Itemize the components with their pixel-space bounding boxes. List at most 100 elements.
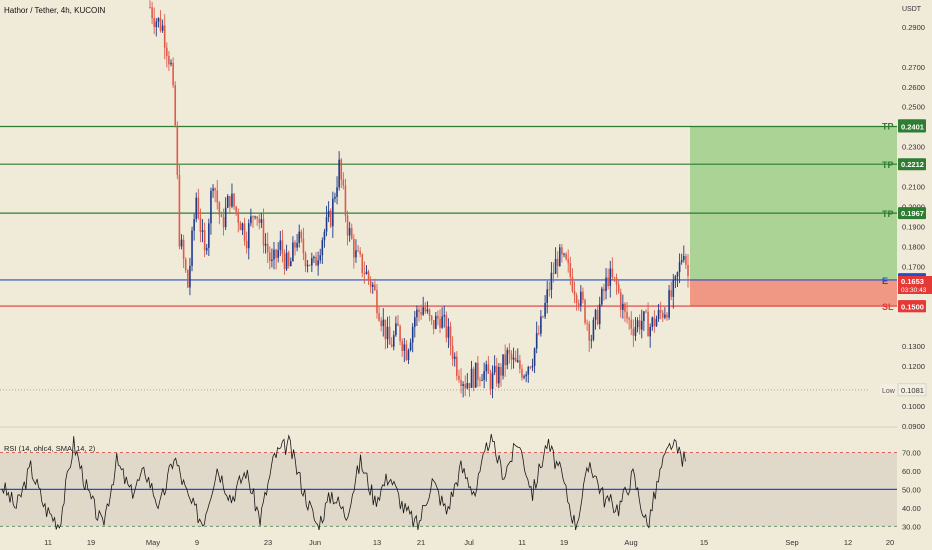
candle-body	[407, 350, 410, 360]
rsi-line	[1, 433, 686, 531]
candle-body	[628, 318, 630, 320]
candle-body	[613, 277, 616, 278]
candle-body	[395, 323, 397, 336]
candle-body	[523, 376, 525, 378]
candle-body	[664, 314, 666, 318]
candle-body	[350, 228, 353, 239]
candle-body	[565, 253, 567, 260]
candle-body	[516, 360, 519, 362]
candle-body	[166, 47, 168, 56]
candle-body	[508, 349, 511, 354]
candle-body	[153, 18, 156, 28]
time-tick-label: 11	[44, 538, 52, 547]
candle-body	[180, 239, 183, 247]
candle-body	[323, 231, 326, 241]
price-tick-label: 0.1200	[902, 362, 925, 371]
candle-body	[596, 309, 599, 325]
candle-body	[304, 253, 307, 267]
low-label: Low	[882, 388, 896, 395]
candle-body	[355, 250, 357, 258]
candle-body	[655, 319, 658, 327]
candle-body	[483, 371, 485, 380]
candle-body	[346, 215, 349, 236]
candle-body	[685, 255, 687, 265]
candle-body	[682, 255, 685, 260]
candle-body	[413, 317, 416, 327]
candle-body	[409, 342, 412, 351]
level-badge-value: 0.2212	[901, 160, 924, 169]
candle-body	[472, 368, 475, 388]
candle-body	[630, 319, 633, 329]
candle-body	[554, 258, 557, 274]
candle-body	[533, 348, 536, 366]
candle-body	[605, 277, 607, 292]
candle-body	[338, 159, 340, 188]
candle-body	[430, 315, 433, 321]
candle-body	[624, 303, 626, 312]
price-tick-label: 0.1700	[902, 262, 925, 271]
candle-body	[231, 193, 233, 207]
candle-body	[428, 309, 431, 316]
candle-body	[487, 364, 490, 374]
candle-body	[342, 179, 345, 186]
candle-body	[514, 357, 517, 362]
candle-body	[495, 365, 498, 384]
candle-body	[462, 384, 464, 386]
candle-body	[168, 55, 170, 65]
price-tick-label: 0.1800	[902, 242, 925, 251]
candle-body	[287, 252, 290, 267]
candle-body	[239, 222, 242, 231]
candle-body	[649, 326, 651, 337]
candle-body	[275, 249, 277, 258]
price-tick-label: 0.2900	[902, 23, 925, 32]
price-tick-label: 0.1300	[902, 342, 925, 351]
candle-body	[184, 258, 187, 271]
candle-body	[659, 309, 662, 313]
candle-body	[540, 316, 542, 334]
candle-body	[441, 316, 443, 328]
candle-body	[453, 356, 456, 360]
candle-body	[405, 344, 408, 360]
candle-body	[384, 319, 387, 340]
candle-body	[571, 277, 574, 292]
candle-body	[388, 326, 391, 345]
candle-body	[302, 238, 305, 254]
candle-body	[537, 333, 540, 334]
level-badge-value: 0.1500	[901, 302, 924, 311]
candle-body	[449, 326, 452, 346]
candle-body	[527, 366, 530, 375]
price-tick-label: 0.2300	[902, 143, 925, 152]
candle-body	[451, 345, 454, 360]
level-badge-value: 0.2401	[901, 122, 924, 131]
candle-body	[353, 238, 355, 258]
candle-body	[592, 319, 595, 340]
candle-body	[424, 307, 427, 312]
candle-body	[313, 256, 315, 259]
profit-zone	[690, 126, 897, 280]
candle-body	[622, 303, 624, 310]
candle-body	[300, 231, 303, 239]
candle-body	[626, 311, 628, 319]
candle-body	[678, 262, 681, 273]
candle-body	[580, 291, 582, 306]
candle-body	[226, 196, 229, 208]
candle-body	[319, 255, 322, 261]
candle-body	[220, 214, 223, 217]
candle-body	[489, 373, 492, 389]
candle-body	[285, 252, 288, 270]
candle-body	[447, 326, 450, 338]
candle-body	[687, 264, 689, 277]
candle-body	[203, 230, 206, 251]
candle-body	[563, 253, 565, 255]
candle-body	[609, 268, 612, 286]
candle-body	[367, 271, 370, 280]
price-tick-label: 0.1900	[902, 222, 925, 231]
time-tick-label: 21	[417, 538, 425, 547]
candle-body	[559, 247, 561, 267]
candle-body	[458, 375, 460, 380]
candle-body	[479, 379, 481, 381]
candle-body	[218, 202, 221, 215]
candle-body	[380, 320, 382, 327]
candle-body	[266, 243, 269, 253]
